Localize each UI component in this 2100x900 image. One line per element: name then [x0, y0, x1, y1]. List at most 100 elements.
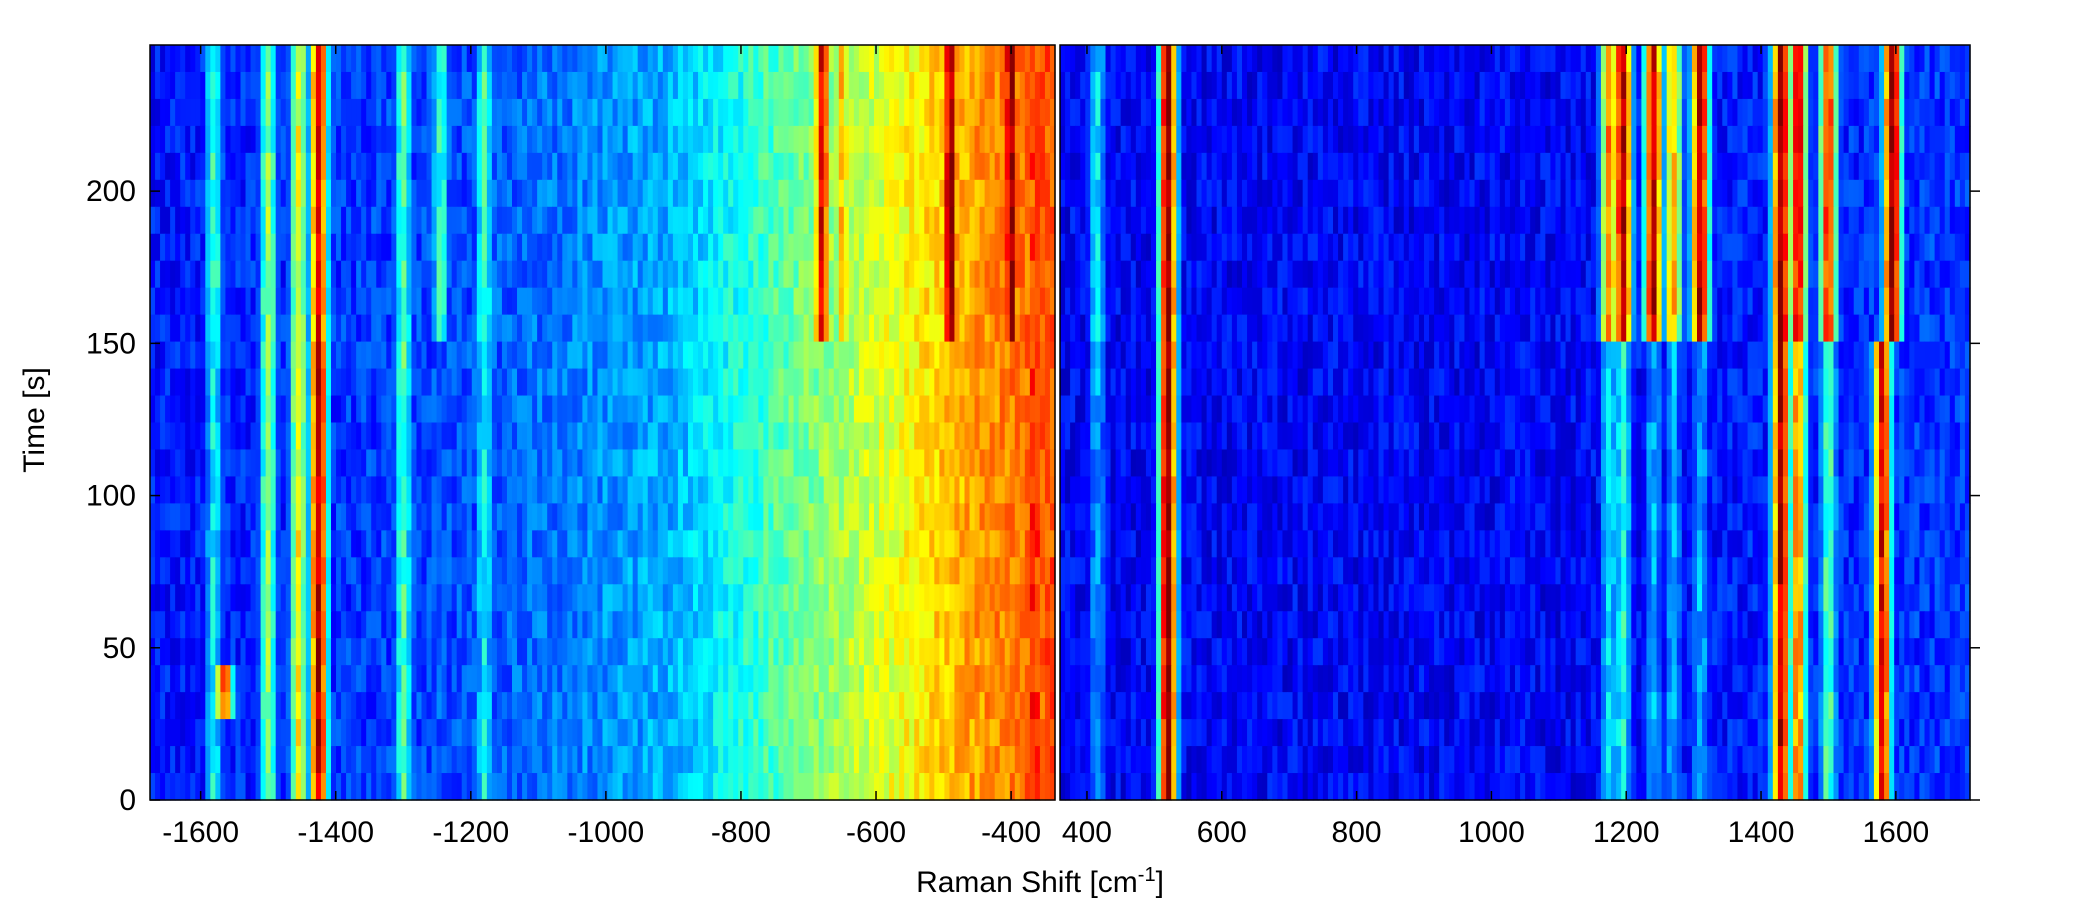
- heatmap-cell: [924, 503, 930, 531]
- heatmap-cell: [346, 503, 352, 531]
- heatmap-cell: [713, 287, 719, 316]
- heatmap-cell: [868, 233, 875, 262]
- heatmap-cell: [964, 422, 971, 451]
- heatmap-cell: [461, 638, 468, 666]
- heatmap-cell: [446, 692, 453, 720]
- heatmap-cell: [597, 719, 604, 747]
- heatmap-cell: [155, 206, 161, 235]
- heatmap-cell: [1034, 503, 1041, 531]
- heatmap-cell: [733, 341, 739, 370]
- heatmap-cell: [245, 746, 252, 774]
- heatmap-cell: [592, 611, 599, 639]
- heatmap-cell: [285, 476, 292, 504]
- heatmap-cell: [1004, 449, 1011, 478]
- heatmap-cell: [743, 179, 749, 208]
- heatmap-cell: [778, 179, 785, 208]
- heatmap-cell: [436, 449, 443, 478]
- heatmap-cell: [346, 611, 352, 639]
- heatmap-cell: [627, 260, 634, 289]
- heatmap-cell: [718, 530, 724, 558]
- heatmap-cell: [899, 179, 905, 208]
- heatmap-cell: [180, 557, 186, 585]
- heatmap-cell: [577, 395, 583, 424]
- heatmap-cell: [210, 584, 216, 612]
- heatmap-cell: [471, 206, 478, 235]
- heatmap-cell: [175, 152, 181, 181]
- heatmap-cell: [557, 503, 563, 531]
- heatmap-image: [150, 45, 1056, 801]
- heatmap-cell: [828, 638, 835, 666]
- heatmap-cell: [818, 45, 825, 73]
- heatmap-cell: [803, 422, 810, 451]
- heatmap-cell: [914, 287, 920, 316]
- heatmap-cell: [456, 746, 463, 774]
- heatmap-cell: [657, 449, 664, 478]
- heatmap-cell: [823, 45, 830, 73]
- heatmap-cell: [1004, 341, 1011, 370]
- heatmap-cell: [698, 206, 704, 235]
- heatmap-cell: [1039, 395, 1046, 424]
- heatmap-cell: [275, 395, 282, 424]
- heatmap-cell: [914, 341, 920, 370]
- heatmap-cell: [547, 179, 553, 208]
- heatmap-cell: [984, 45, 991, 73]
- heatmap-cell: [315, 719, 322, 747]
- heatmap-cell: [929, 503, 935, 531]
- heatmap-cell: [170, 692, 176, 720]
- heatmap-cell: [607, 449, 614, 478]
- heatmap-cell: [617, 341, 624, 370]
- heatmap-cell: [436, 71, 443, 100]
- heatmap-cell: [436, 665, 443, 693]
- heatmap-cell: [889, 98, 895, 127]
- heatmap-cell: [356, 233, 362, 262]
- heatmap-cell: [1049, 152, 1056, 181]
- heatmap-cell: [411, 773, 418, 801]
- heatmap-cell: [431, 98, 438, 127]
- heatmap-cell: [889, 233, 895, 262]
- heatmap-cell: [1044, 530, 1051, 558]
- heatmap-cell: [547, 530, 553, 558]
- heatmap-cell: [783, 152, 790, 181]
- heatmap-cell: [753, 368, 759, 397]
- heatmap-cell: [300, 665, 307, 693]
- heatmap-cell: [723, 206, 729, 235]
- heatmap-cell: [884, 260, 890, 289]
- heatmap-cell: [934, 638, 940, 666]
- heatmap-cell: [542, 71, 548, 100]
- heatmap-cell: [200, 449, 206, 478]
- heatmap-cell: [456, 611, 463, 639]
- heatmap-cell: [964, 476, 971, 504]
- heatmap-cell: [843, 611, 850, 639]
- heatmap-cell: [577, 233, 583, 262]
- heatmap-cell: [818, 206, 825, 235]
- heatmap-cell: [723, 71, 729, 100]
- heatmap-cell: [310, 206, 317, 235]
- heatmap-cell: [808, 45, 815, 73]
- heatmap-cell: [924, 557, 930, 585]
- heatmap-cell: [853, 395, 860, 424]
- heatmap-cell: [949, 503, 956, 531]
- heatmap-cell: [939, 611, 945, 639]
- heatmap-cell: [155, 773, 161, 801]
- heatmap-cell: [310, 719, 317, 747]
- heatmap-cell: [949, 692, 956, 720]
- heatmap-cell: [522, 638, 528, 666]
- heatmap-cell: [315, 206, 322, 235]
- heatmap-cell: [185, 557, 191, 585]
- heatmap-cell: [195, 449, 201, 478]
- heatmap-cell: [989, 341, 996, 370]
- heatmap-cell: [944, 449, 951, 478]
- heatmap-cell: [582, 368, 589, 397]
- heatmap-cell: [1014, 449, 1021, 478]
- heatmap-cell: [381, 665, 387, 693]
- heatmap-cell: [451, 611, 458, 639]
- heatmap-cell: [461, 98, 468, 127]
- heatmap-cell: [637, 45, 644, 73]
- heatmap-cell: [506, 45, 513, 73]
- heatmap-cell: [687, 395, 694, 424]
- heatmap-cell: [542, 45, 548, 73]
- heatmap-cell: [220, 665, 227, 693]
- heatmap-cell: [547, 71, 553, 100]
- heatmap-cell: [793, 314, 800, 343]
- heatmap-cell: [884, 692, 890, 720]
